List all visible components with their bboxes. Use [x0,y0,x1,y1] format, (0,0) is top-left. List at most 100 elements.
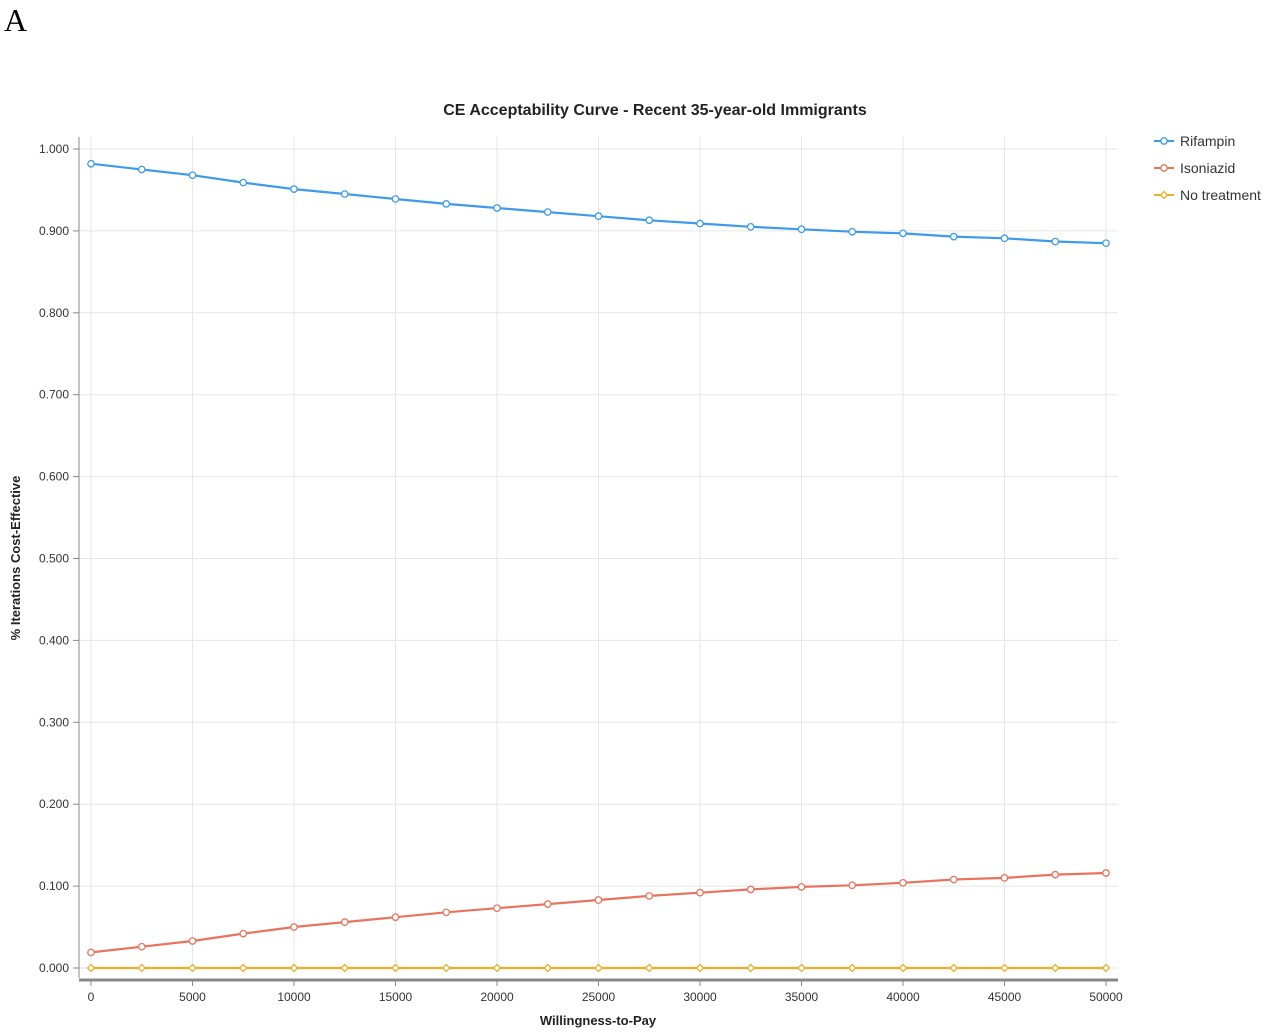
data-point [1000,963,1009,973]
data-point [746,963,756,973]
y-tick-label: 0.500 [39,552,69,566]
data-point [645,892,654,900]
data-point [543,900,552,908]
data-point [137,165,146,174]
x-tick-label: 10000 [277,990,311,1004]
data-point [949,232,958,241]
y-axis-label: % Iterations Cost-Effective [8,476,23,641]
data-point [239,178,248,187]
data-point [340,190,349,198]
data-point [1101,963,1111,973]
data-point [1051,237,1060,246]
data-point [188,963,197,973]
data-point [898,963,908,973]
x-tick-label: 15000 [379,990,413,1004]
grid-layer [79,137,1118,969]
x-tick-label: 45000 [988,990,1022,1004]
legend-marker [1160,164,1168,172]
data-point [289,963,299,973]
y-tick-label: 1.000 [39,142,69,156]
data-point [493,904,501,913]
data-point [645,216,654,225]
data-point [899,229,907,238]
data-point [238,963,248,973]
data-point [746,222,755,231]
data-point [1000,874,1009,882]
data-point [87,948,95,957]
data-point [442,908,451,917]
data-point [543,963,553,973]
x-tick-label: 35000 [785,990,819,1004]
data-point [188,171,197,180]
y-tick-label: 0.700 [39,388,69,402]
y-tick-label: 0.400 [39,633,69,647]
data-point [899,878,907,887]
legend-marker [1159,190,1169,200]
y-tick-label: 0.600 [39,470,69,484]
data-point [290,923,298,931]
data-point [848,881,857,890]
legend-label: No treatment [1180,187,1261,203]
axis-layer: 0.000 0.100 0.200 0.300 0.400 0.500 0.600 0.700… [39,137,1123,1004]
x-tick-label: 0 [88,990,95,1004]
data-point [594,896,603,904]
x-tick-label: 25000 [582,990,616,1004]
data-point [188,937,197,945]
data-point [137,942,146,951]
y-tick-label: 0.800 [39,306,69,320]
x-tick-label: 20000 [480,990,514,1004]
x-tick-label: 30000 [683,990,717,1004]
y-tick-label: 0.200 [39,797,69,811]
data-point [847,963,857,973]
data-point [239,929,248,938]
data-point [1102,869,1110,877]
data-point [290,185,298,193]
data-point [441,963,451,973]
data-point [594,212,603,221]
series-layer [86,159,1111,973]
data-point [340,963,350,973]
chart-title: CE Acceptability Curve - Recent 35-year-… [443,102,867,119]
data-point [1102,239,1110,248]
legend-marker [1160,137,1168,145]
data-point [644,963,654,973]
y-tick-label: 0.900 [39,224,69,238]
data-point [492,963,502,973]
x-tick-label: 5000 [179,990,206,1004]
legend: Rifampin Isoniazid No treatment [1154,133,1261,203]
data-point [746,885,755,894]
data-point [797,963,806,973]
data-point [391,963,400,973]
data-point [949,875,958,884]
data-point [493,204,501,212]
y-tick-label: 0.000 [39,961,69,975]
data-point [87,159,95,168]
data-point [1050,963,1060,973]
data-point [696,219,704,228]
data-point [949,963,959,973]
panel-label: A [4,2,28,38]
legend-label: Isoniazid [1180,160,1235,176]
data-point [797,225,806,234]
x-tick-label: 40000 [886,990,920,1004]
legend-label: Rifampin [1180,133,1235,149]
data-point [594,963,603,973]
data-point [848,227,857,236]
data-point [340,918,349,926]
data-point [695,963,705,973]
data-point [696,888,704,897]
data-point [86,963,96,973]
data-point [442,200,451,208]
data-point [137,963,147,973]
data-point [391,195,400,203]
data-point [391,913,400,922]
data-point [1000,234,1009,243]
x-tick-label: 50000 [1089,990,1123,1004]
data-point [1051,870,1060,879]
data-point [797,883,806,891]
y-tick-label: 0.300 [39,715,69,729]
data-point [543,208,552,216]
x-axis-label: Willingness-to-Pay [540,1013,657,1028]
y-tick-label: 0.100 [39,879,69,893]
